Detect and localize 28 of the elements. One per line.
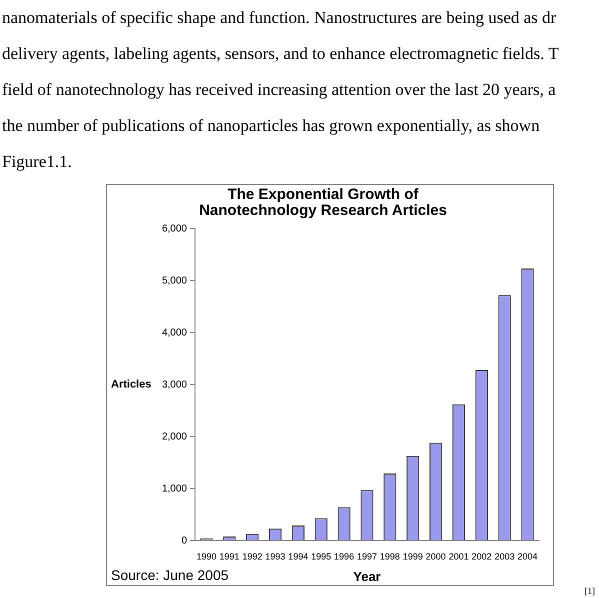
x-tick-label: 2003 bbox=[494, 551, 515, 562]
x-tick-label: 1996 bbox=[334, 551, 354, 562]
y-tick-label: 4,000 bbox=[162, 327, 188, 338]
text: nanomaterials of specific shape and function. Nanostructures are being used as dr delivery agents, labeling agents, sensors, and to enhance electromagnetic fields. T field of nanotechnology has received increasing attention over the last 20 years, a the number of publications of nanoparticles has grown exponentially, as shown Figure1.1. bbox=[2, 7, 560, 173]
x-tick-label: 2000 bbox=[426, 551, 446, 562]
chart-title: The Exponential Growth of Nanotechnology Research Articles bbox=[199, 186, 447, 219]
x-tick-label: 1991 bbox=[219, 551, 240, 562]
y-tick-label: 6,000 bbox=[162, 223, 188, 234]
y-tick-label: 1,000 bbox=[162, 483, 188, 494]
x-tick-label: 2004 bbox=[518, 551, 538, 562]
x-tick-label: 1997 bbox=[356, 551, 378, 562]
x-tick-label: 2001 bbox=[448, 551, 469, 562]
x-tick-label: 1993 bbox=[265, 551, 286, 562]
text: [1] bbox=[584, 586, 595, 596]
source-note: Source: June 2005 bbox=[111, 566, 229, 583]
x-tick-label: 1995 bbox=[311, 551, 332, 562]
x-tick-label: 1998 bbox=[380, 551, 400, 562]
x-tick-label: 2002 bbox=[472, 551, 492, 562]
y-tick-label: 3,000 bbox=[162, 379, 188, 390]
y-tick-label: 5,000 bbox=[162, 275, 188, 286]
x-tick-label: 1994 bbox=[288, 551, 308, 562]
x-tick-label: 1999 bbox=[402, 551, 423, 562]
y-tick-label: 0 bbox=[181, 535, 188, 546]
x-axis-title: Year bbox=[353, 568, 381, 584]
y-tick-label: 2,000 bbox=[162, 431, 188, 442]
y-axis-title: Articles bbox=[111, 378, 152, 391]
x-tick-label: 1992 bbox=[242, 551, 262, 562]
x-tick-label: 1990 bbox=[196, 551, 216, 562]
